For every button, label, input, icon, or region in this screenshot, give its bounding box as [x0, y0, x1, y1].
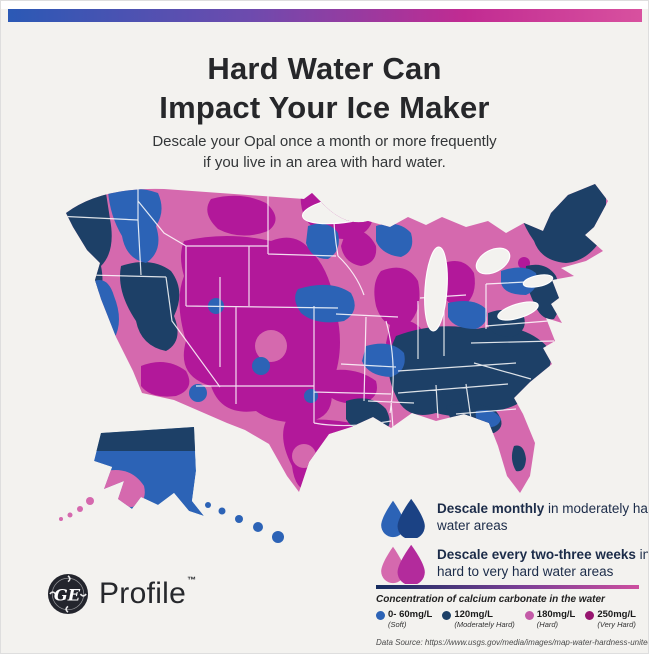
legend-items: 0- 60mg/L (Soft) 120mg/L (Moderately Har… — [376, 610, 641, 629]
soft-color-dot — [376, 611, 385, 620]
hardness-legend: Concentration of calcium carbonate in th… — [376, 585, 649, 647]
legend-value: 250mg/L — [597, 609, 636, 620]
moderately-hard-color-dot — [442, 611, 452, 620]
blue-droplets-icon — [381, 498, 425, 538]
alaska — [59, 427, 204, 521]
callout-descale-biweekly: Descale every two-three weeks in hard to… — [377, 544, 649, 584]
state-borders — [66, 187, 555, 429]
aleutian-islands — [59, 497, 94, 521]
callout-text: Descale monthly in moderately hard water… — [437, 498, 649, 534]
legend-qualifier: (Soft) — [388, 620, 407, 629]
legend-item-soft: 0- 60mg/L (Soft) — [376, 610, 432, 629]
legend-item-hard: 180mg/L (Hard) — [524, 609, 576, 629]
continental-us — [66, 184, 608, 493]
data-source-note: Data Source: https://www.usgs.gov/media/… — [376, 638, 649, 647]
ge-monogram-logo: GE — [47, 573, 89, 615]
callout-descale-monthly: Descale monthly in moderately hard water… — [377, 498, 649, 538]
title-line-2: Impact Your Ice Maker — [159, 90, 490, 125]
subtitle-line-2: if you live in an area with hard water. — [203, 154, 446, 171]
hawaii — [205, 502, 284, 543]
callout-bold: Descale every two-three weeks — [437, 547, 636, 562]
gradient-accent-bar — [8, 9, 642, 22]
us-water-hardness-map — [46, 171, 616, 556]
callout-text: Descale every two-three weeks in hard to… — [437, 544, 649, 580]
page-subtitle: Descale your Opal once a month or more f… — [1, 131, 648, 173]
page-title: Hard Water Can Impact Your Ice Maker — [1, 49, 648, 127]
legend-item-moderately-hard: 120mg/L (Moderately Hard) — [442, 609, 515, 629]
ge-monogram-letters: GE — [54, 586, 81, 605]
legend-value: 180mg/L — [536, 609, 576, 620]
us-map-svg — [59, 184, 608, 543]
legend-qualifier: (Moderately Hard) — [454, 620, 515, 629]
legend-qualifier: (Hard) — [536, 620, 559, 629]
legend-value: 120mg/L — [454, 609, 493, 620]
legend-heading: Concentration of calcium carbonate in th… — [376, 594, 605, 605]
profile-text: Profile — [99, 577, 187, 610]
brand-lockup: GE Profile™ — [47, 573, 196, 615]
legend-gradient-line — [376, 585, 639, 589]
callout-rest: in moderately hard water areas — [437, 501, 649, 533]
callout-bold: Descale monthly — [437, 501, 545, 516]
subtitle-line-1: Descale your Opal once a month or more f… — [152, 133, 497, 150]
title-line-1: Hard Water Can — [207, 51, 442, 86]
legend-value: 0- 60mg/L — [388, 609, 433, 620]
legend-qualifier: (Very Hard) — [597, 620, 636, 629]
top-margin — [1, 1, 648, 9]
trademark-symbol: ™ — [187, 575, 197, 585]
hard-color-dot — [524, 611, 534, 620]
callout-rest: in hard to very hard water areas — [437, 547, 649, 579]
legend-item-very-hard: 250mg/L (Very Hard) — [585, 610, 636, 629]
very-hard-color-dot — [585, 611, 595, 620]
profile-wordmark: Profile™ — [99, 575, 197, 611]
pink-droplets-icon — [381, 544, 425, 584]
